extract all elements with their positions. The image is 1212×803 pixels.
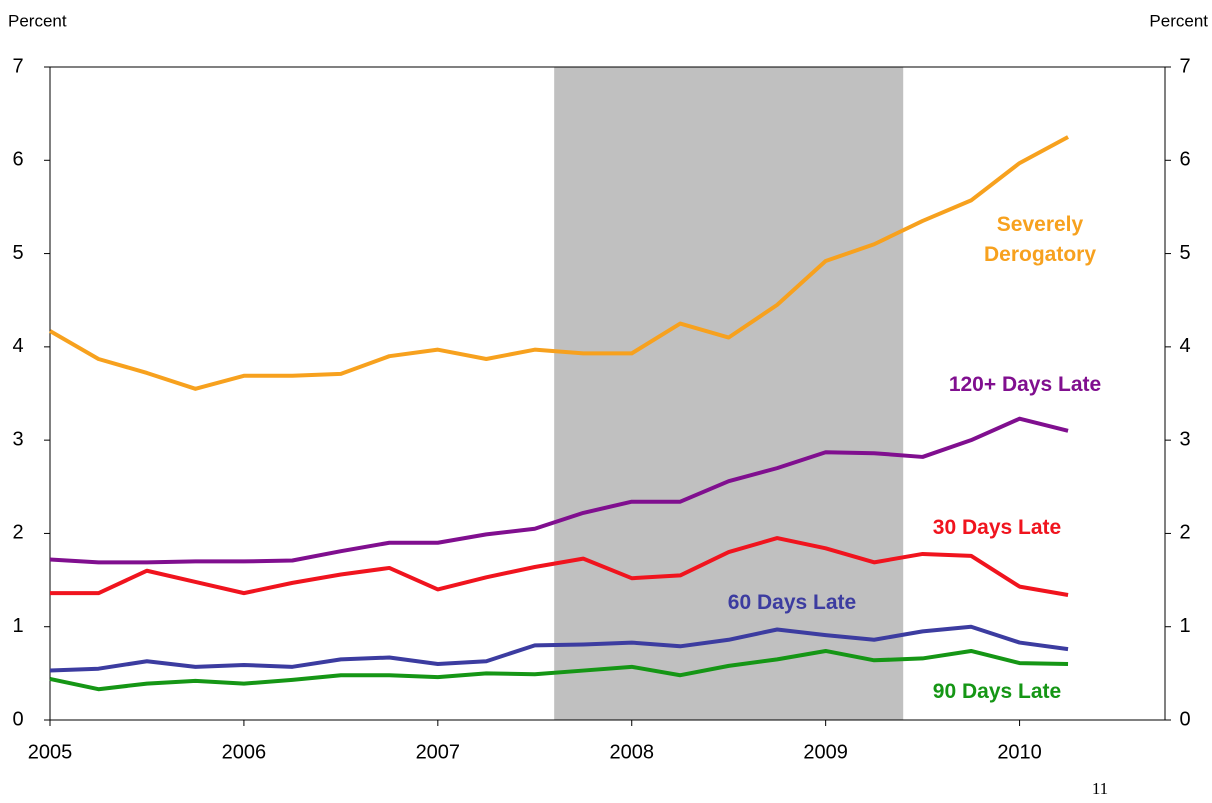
y-tick-label: 0 (12, 708, 23, 730)
y-tick-label: 2 (12, 522, 23, 544)
y2-tick-label: 3 (1179, 428, 1190, 450)
y-tick-label: 7 (12, 55, 23, 77)
recession-shade (554, 67, 904, 720)
y2-tick-label: 4 (1179, 335, 1190, 357)
y2-tick-label: 5 (1179, 242, 1190, 264)
y2-tick-label: 0 (1179, 708, 1190, 730)
page-number: 11 (1092, 779, 1108, 798)
y-tick-label: 5 (12, 242, 23, 264)
x-tick-label: 2010 (997, 741, 1042, 763)
y-tick-label: 4 (12, 335, 23, 357)
series-label: Severely Derogatory (983, 213, 1097, 266)
plot-frame (49, 66, 1166, 721)
series-line (49, 624, 1069, 673)
x-tick-label: 2007 (416, 741, 461, 763)
y2-tick-label: 1 (1179, 615, 1190, 637)
series-line (49, 416, 1069, 565)
series-line (50, 536, 1069, 597)
y-axis-label: Percent (8, 11, 67, 30)
y2-tick-label: 7 (1179, 55, 1190, 77)
series-label: 120+ Days Late (948, 373, 1102, 396)
x-tick-label: 2005 (28, 741, 73, 763)
series-label: 30 Days Late (932, 516, 1062, 539)
series-line (49, 648, 1069, 692)
y-tick-label: 1 (12, 615, 23, 637)
series-line (49, 135, 1069, 391)
y-tick-label: 6 (12, 149, 23, 171)
series-label: 60 Days Late (727, 591, 857, 614)
x-tick-label: 2008 (609, 741, 654, 763)
y2-axis-label: Percent (1149, 11, 1208, 30)
y2-tick-label: 6 (1179, 149, 1190, 171)
y-tick-label: 3 (12, 428, 23, 450)
x-tick-label: 2009 (803, 741, 848, 763)
series-label: 90 Days Late (932, 680, 1062, 703)
y2-tick-label: 2 (1179, 522, 1190, 544)
x-tick-label: 2006 (222, 741, 267, 763)
